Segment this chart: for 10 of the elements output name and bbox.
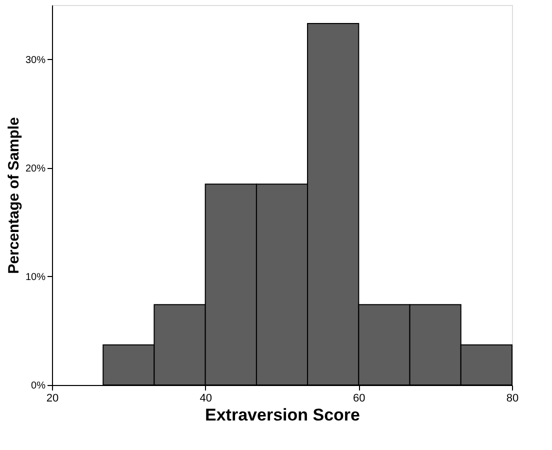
y-axis-title: Percentage of Sample: [5, 117, 22, 274]
y-tick-label: 30%: [25, 54, 46, 66]
x-tick-label: 60: [353, 392, 366, 404]
x-axis-title: Extraversion Score: [205, 406, 360, 424]
x-tick-label: 40: [200, 392, 212, 404]
y-tick-label: 20%: [25, 163, 46, 174]
x-tick-label: 20: [46, 392, 59, 404]
x-tick-label: 80: [506, 392, 519, 404]
y-tick-label: 0%: [31, 380, 46, 392]
y-tick-label: 10%: [25, 272, 46, 283]
